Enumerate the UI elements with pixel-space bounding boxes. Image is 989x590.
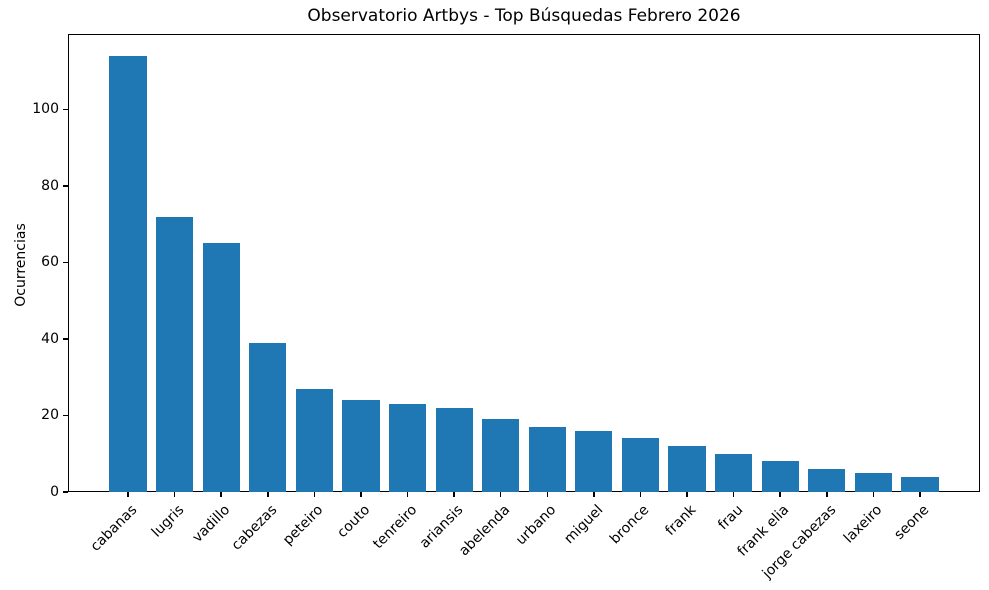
x-tick-mark — [499, 492, 502, 497]
x-tick-label: miguel — [561, 502, 607, 548]
y-tick-mark — [63, 338, 68, 340]
bar — [808, 469, 846, 492]
x-tick-mark — [919, 492, 921, 497]
x-tick-mark — [360, 492, 362, 497]
x-tick-label: tenreiro — [369, 502, 420, 553]
x-tick-label: cabanas — [87, 502, 141, 555]
y-tick-mark — [63, 414, 68, 417]
y-tick-label: 20 — [41, 407, 59, 424]
chart-title: Observatorio Artbys - Top Búsquedas Febr… — [307, 6, 741, 26]
x-tick-mark — [732, 492, 735, 497]
x-tick-mark — [127, 492, 129, 497]
y-tick-label: 40 — [41, 330, 59, 347]
x-tick-mark — [267, 492, 269, 497]
x-tick-mark — [453, 492, 455, 497]
x-tick-mark — [173, 492, 176, 497]
x-tick-label: urbano — [513, 502, 560, 549]
x-tick-mark — [220, 492, 222, 497]
bar — [342, 400, 380, 492]
y-tick-label: 80 — [41, 177, 59, 194]
x-tick-mark — [639, 492, 642, 497]
bar — [482, 419, 520, 492]
y-tick-mark — [63, 185, 68, 187]
bar — [435, 407, 473, 492]
y-tick-mark — [63, 491, 68, 493]
x-tick-label: seone — [891, 502, 933, 543]
x-tick-mark — [686, 492, 688, 497]
bar — [249, 342, 287, 492]
x-tick-label: couto — [334, 502, 374, 542]
bar — [575, 430, 613, 492]
y-tick-label: 60 — [41, 254, 59, 271]
x-tick-label: peteiro — [280, 502, 327, 549]
bar — [156, 216, 194, 492]
x-tick-label: laxeiro — [841, 502, 886, 547]
x-tick-mark — [779, 492, 781, 497]
x-tick-label: bronce — [607, 502, 653, 548]
x-tick-mark — [313, 492, 316, 497]
bar — [761, 461, 799, 492]
bar — [295, 388, 334, 492]
bar — [714, 453, 753, 492]
y-tick-mark — [63, 108, 68, 111]
bar — [109, 55, 147, 492]
y-tick-label: 100 — [32, 101, 59, 118]
x-tick-mark — [826, 492, 828, 497]
bar — [202, 243, 240, 492]
bar — [854, 472, 892, 492]
y-tick-mark — [63, 261, 68, 264]
bar — [388, 403, 427, 492]
bar — [668, 446, 706, 492]
x-tick-label: vadillo — [189, 502, 234, 546]
bar — [901, 476, 939, 492]
y-axis-label: Ocurrencias — [13, 223, 29, 307]
x-tick-mark — [546, 492, 549, 497]
x-tick-mark — [593, 492, 595, 497]
x-tick-mark — [406, 492, 409, 497]
y-tick-label: 0 — [50, 484, 59, 500]
bar — [528, 426, 566, 492]
bar — [621, 438, 660, 492]
x-tick-mark — [872, 492, 875, 497]
x-tick-label: frank — [662, 502, 700, 539]
x-tick-label: frau — [714, 502, 746, 534]
x-tick-label: cabezas — [228, 502, 281, 554]
x-tick-label: lugris — [148, 502, 187, 541]
